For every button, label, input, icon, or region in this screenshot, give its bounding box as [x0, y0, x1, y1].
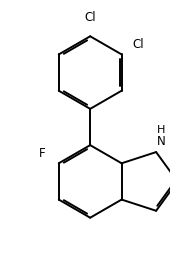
Text: N: N — [157, 135, 166, 149]
Text: Cl: Cl — [84, 11, 96, 24]
Text: H: H — [157, 125, 165, 135]
Text: F: F — [39, 147, 46, 160]
Text: Cl: Cl — [132, 39, 144, 52]
